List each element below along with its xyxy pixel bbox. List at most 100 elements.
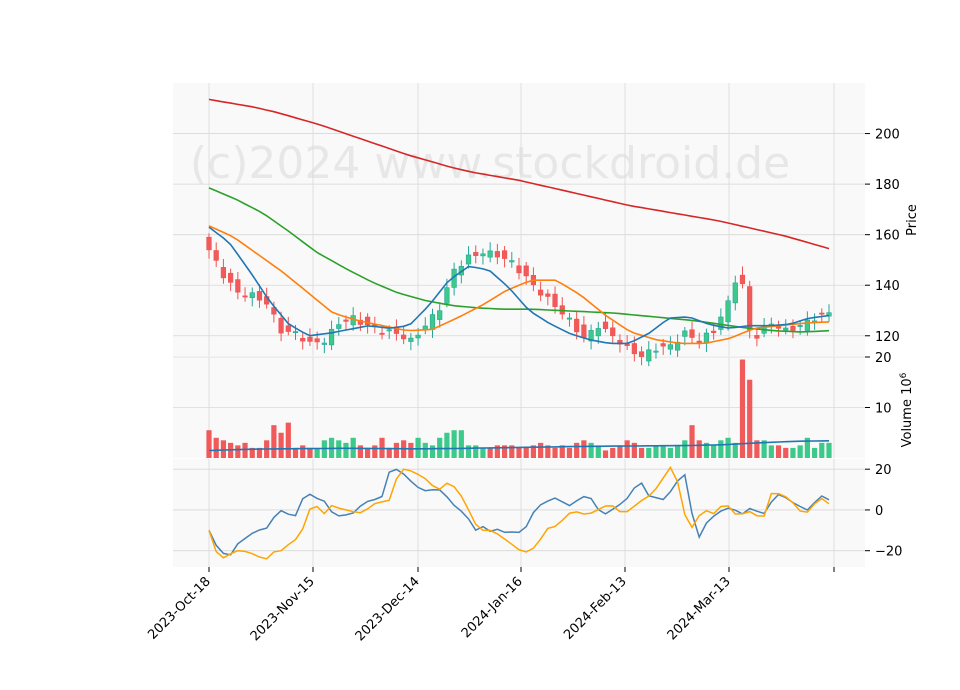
- candle-body: [747, 286, 753, 331]
- candle-body: [365, 316, 371, 326]
- xtick-label: 2023-Nov-15: [248, 574, 318, 644]
- volume-bar: [300, 445, 306, 458]
- volume-bar: [444, 432, 450, 458]
- volume-axis-label-exponent: 6: [899, 372, 909, 378]
- volume-bar: [754, 440, 760, 458]
- volume-bar: [747, 379, 753, 458]
- candle-body: [473, 252, 479, 256]
- price-axis-label: Price: [905, 204, 920, 236]
- candle-body: [386, 329, 392, 332]
- candle-body: [220, 267, 227, 279]
- candle-body: [595, 328, 601, 337]
- volume-bar: [292, 447, 299, 458]
- volume-bar: [235, 445, 241, 458]
- candle-body: [314, 338, 320, 343]
- candle-body: [249, 292, 255, 298]
- candle-body: [552, 293, 558, 307]
- volume-bar: [357, 445, 363, 458]
- volume-bar: [249, 447, 255, 458]
- volume-bar: [256, 447, 263, 458]
- candle-body: [292, 331, 299, 334]
- volume-bar: [804, 437, 810, 458]
- xtick-label: 2024-Jan-16: [459, 574, 526, 641]
- volume-average-line: [208, 440, 830, 452]
- candle-body: [408, 337, 414, 342]
- volume-bar: [819, 442, 825, 458]
- candle-body: [415, 334, 421, 339]
- volume-bar: [689, 425, 695, 458]
- volume-bar: [365, 447, 371, 458]
- candle-body: [638, 351, 645, 357]
- candle-body: [494, 251, 500, 258]
- candle-body: [278, 317, 284, 334]
- candle-body: [653, 350, 659, 353]
- price-ytick-label: 160: [875, 229, 900, 244]
- volume-bar: [797, 445, 803, 458]
- volume-plot: [206, 359, 832, 458]
- volume-bar: [638, 447, 645, 458]
- volume-bar: [386, 447, 392, 458]
- price-ytick-label: 180: [875, 178, 900, 193]
- candle-body: [790, 326, 796, 331]
- xtick-label: 2023-Oct-18: [145, 574, 213, 642]
- candle-body: [754, 335, 760, 339]
- candle-body: [725, 300, 731, 323]
- candle-body: [213, 250, 219, 261]
- candle-body: [437, 310, 443, 320]
- volume-bar: [826, 442, 832, 458]
- volume-bar: [631, 442, 637, 458]
- volume-bar: [530, 445, 537, 458]
- candle-body: [509, 260, 515, 263]
- volume-bar: [220, 440, 227, 458]
- ma-line-ma50: [208, 187, 830, 333]
- volume-bar: [559, 445, 565, 458]
- volume-bar: [343, 442, 349, 458]
- volume-bar: [811, 447, 818, 458]
- candle-body: [523, 265, 529, 277]
- candle-body: [732, 282, 738, 304]
- price-plot: [206, 98, 832, 367]
- candle-body: [588, 330, 594, 342]
- volume-bar: [732, 442, 738, 458]
- volume-bar: [646, 447, 652, 458]
- candle-body: [631, 343, 637, 355]
- candle-body: [804, 319, 810, 331]
- volume-bar: [451, 430, 457, 458]
- candle-body: [703, 332, 710, 344]
- volume-bar: [509, 445, 515, 458]
- volume-bar: [696, 440, 702, 458]
- candle-body: [797, 325, 803, 327]
- volume-bar: [516, 447, 522, 458]
- candle-body: [487, 250, 493, 258]
- volume-bar: [783, 447, 789, 458]
- price-ytick-label: 140: [875, 279, 900, 294]
- candle-body: [336, 324, 342, 329]
- candle-body: [646, 349, 652, 362]
- volume-bar: [545, 445, 551, 458]
- volume-bar: [278, 432, 284, 458]
- candle-body: [566, 317, 573, 320]
- candle-body: [444, 287, 450, 304]
- candle-body: [228, 272, 234, 283]
- volume-bar: [617, 445, 623, 458]
- osc-ytick-label: 20: [875, 463, 892, 478]
- volume-axis-label: Volume 106: [899, 372, 915, 447]
- candle-body: [235, 279, 241, 293]
- ma-line-ma10: [208, 226, 830, 345]
- candle-body: [379, 332, 385, 335]
- volume-ytick-label: 20: [875, 351, 892, 366]
- volume-bar: [790, 447, 796, 458]
- candle-body: [775, 326, 782, 329]
- candle-body: [300, 337, 306, 342]
- candle-body: [689, 329, 695, 338]
- volume-bar: [307, 447, 313, 458]
- candle-body: [271, 307, 277, 315]
- volume-bar: [768, 445, 774, 458]
- ma-line-ma200: [208, 98, 830, 250]
- oscillator-line-orange: [208, 465, 830, 560]
- volume-ytick-label: 10: [875, 402, 892, 417]
- candle-body: [574, 318, 580, 333]
- price-ytick-label: 120: [875, 330, 900, 345]
- price-ytick-label: 200: [875, 128, 900, 143]
